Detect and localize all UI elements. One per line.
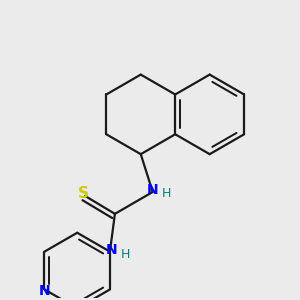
Text: N: N (147, 183, 158, 197)
Text: H: H (162, 188, 171, 200)
Text: S: S (78, 187, 88, 202)
Text: N: N (106, 243, 118, 257)
Text: N: N (39, 284, 50, 298)
Text: H: H (121, 248, 130, 261)
